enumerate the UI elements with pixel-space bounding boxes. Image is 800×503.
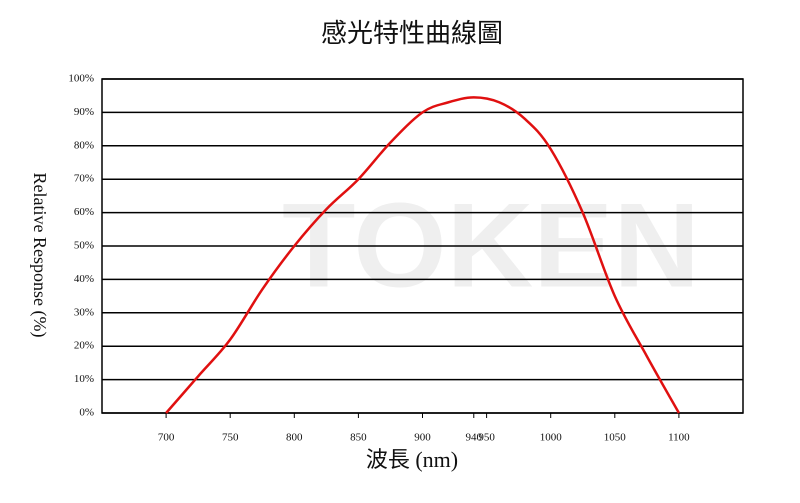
y-tick-label: 100% [68, 73, 94, 85]
x-tick-label: 850 [350, 432, 367, 444]
y-tick-label: 0% [79, 407, 94, 419]
y-tick-label: 60% [74, 206, 94, 218]
x-axis-label: 波長 (nm) [366, 447, 458, 472]
y-tick-label: 30% [74, 306, 94, 318]
y-tick-label: 80% [74, 139, 94, 151]
x-tick-label: 950 [478, 432, 495, 444]
x-tick-label: 1000 [540, 432, 563, 444]
y-tick-label: 20% [74, 340, 94, 352]
response-curve [165, 96, 680, 414]
y-tick-label: 10% [74, 373, 94, 385]
chart-title: 感光特性曲線圖 [321, 19, 503, 48]
y-tick-label: 90% [74, 106, 94, 118]
x-tick-label: 1100 [668, 432, 690, 444]
y-tick-label: 40% [74, 273, 94, 285]
y-tick-label: 70% [74, 173, 94, 185]
y-tick-label: 50% [74, 240, 94, 252]
x-tick-label: 1050 [604, 432, 627, 444]
x-tick-label: 900 [414, 432, 431, 444]
x-tick-label: 700 [158, 432, 175, 444]
x-tick-label: 800 [286, 432, 303, 444]
x-tick-label: 940 [466, 432, 483, 444]
y-axis-label: Relative Response (%) [29, 173, 50, 338]
x-tick-label: 750 [222, 432, 239, 444]
